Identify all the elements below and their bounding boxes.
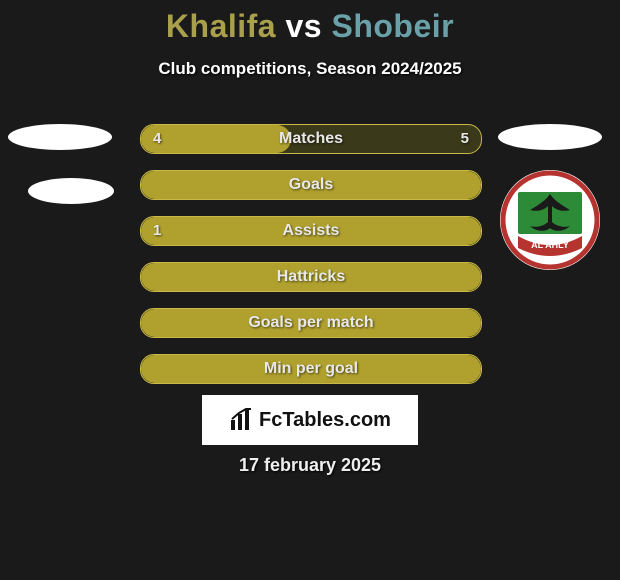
bars-icon xyxy=(229,408,253,432)
stat-bar-fill xyxy=(141,263,481,291)
title-left: Khalifa xyxy=(166,8,276,44)
fctables-text: FcTables.com xyxy=(259,409,391,432)
stat-bar-fill xyxy=(141,217,481,245)
club-badge-svg: AL AHLY xyxy=(500,170,600,270)
date-text: 17 february 2025 xyxy=(0,455,620,476)
title-right: Shobeir xyxy=(331,8,454,44)
placeholder-oval-mid-left xyxy=(28,178,114,204)
subtitle: Club competitions, Season 2024/2025 xyxy=(0,59,620,79)
page-root: Khalifa vs Shobeir Club competitions, Se… xyxy=(0,0,620,580)
title-vs: vs xyxy=(285,8,322,44)
stat-bar-track: Assists1 xyxy=(140,216,482,246)
stat-bar-track: Min per goal xyxy=(140,354,482,384)
placeholder-oval-top-left xyxy=(8,124,112,150)
stat-bar-track: Hattricks xyxy=(140,262,482,292)
stat-bar-track: Goals xyxy=(140,170,482,200)
stat-bar-fill xyxy=(141,309,481,337)
stat-bar-fill xyxy=(141,355,481,383)
stat-bar-fill xyxy=(141,171,481,199)
placeholder-oval-top-right xyxy=(498,124,602,150)
club-badge-al-ahly: AL AHLY xyxy=(500,170,600,270)
badge-ribbon-text: AL AHLY xyxy=(531,240,569,250)
stat-bar-track: Goals per match xyxy=(140,308,482,338)
stat-value-right: 5 xyxy=(461,125,469,153)
fctables-attribution: FcTables.com xyxy=(202,395,418,445)
stat-bar-fill xyxy=(141,125,291,153)
page-title: Khalifa vs Shobeir xyxy=(0,0,620,45)
stat-bar-track: Matches45 xyxy=(140,124,482,154)
